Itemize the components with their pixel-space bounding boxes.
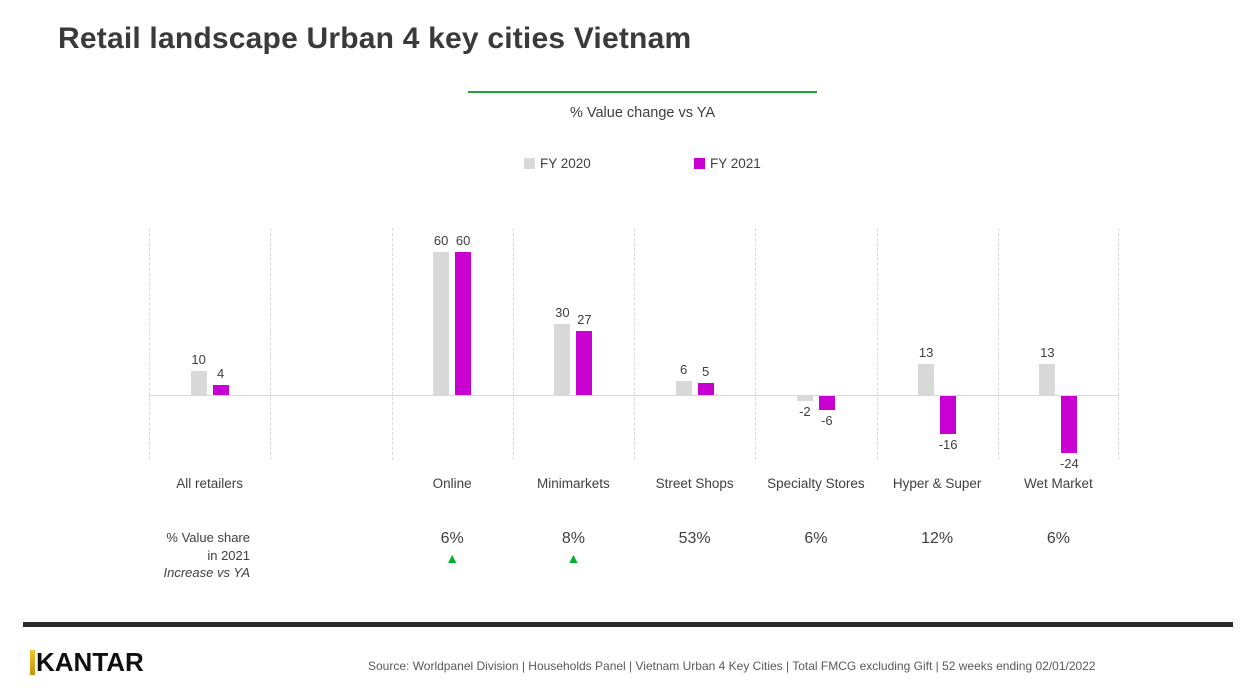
legend-label: FY 2021 bbox=[710, 156, 761, 171]
gridline-vertical bbox=[149, 228, 150, 460]
share-value-street-shops: 53% bbox=[678, 530, 711, 547]
gridline-vertical bbox=[270, 228, 272, 460]
gridline-vertical bbox=[755, 228, 757, 460]
legend-swatch bbox=[694, 158, 705, 169]
bar-fy-2021 bbox=[212, 385, 229, 395]
kantar-logo-gold-bar bbox=[30, 649, 35, 675]
bar-value-label: 60 bbox=[455, 233, 471, 248]
kantar-logo: KANTAR bbox=[30, 646, 144, 677]
share-value-hyper-super: 12% bbox=[921, 530, 954, 547]
bar-fy-2021 bbox=[455, 252, 472, 395]
bar-fy-2020 bbox=[918, 364, 935, 395]
category-label-all-retailers: All retailers bbox=[176, 476, 244, 491]
bar-fy-2020 bbox=[675, 380, 692, 395]
legend-label: FY 2020 bbox=[540, 156, 591, 171]
page-title: Retail landscape Urban 4 key cities Viet… bbox=[58, 22, 692, 55]
category-label-street-shops: Street Shops bbox=[655, 476, 734, 491]
legend-item-fy-2020: FY 2020 bbox=[524, 156, 591, 171]
share-value-online: 6% bbox=[440, 530, 464, 547]
bar-value-label: 27 bbox=[577, 311, 592, 327]
zero-axis-line bbox=[149, 395, 1119, 396]
share-value-wet-market: 6% bbox=[1046, 530, 1070, 547]
bar-fy-2020 bbox=[433, 252, 450, 395]
gridline-vertical bbox=[634, 228, 635, 460]
bar-fy-2021 bbox=[940, 396, 957, 435]
share-value-minimarkets: 8% bbox=[561, 530, 585, 547]
gridline-vertical bbox=[997, 228, 999, 460]
bar-fy-2020 bbox=[796, 396, 813, 401]
bar-fy-2021 bbox=[818, 396, 835, 411]
bar-value-label: -6 bbox=[821, 413, 833, 429]
source-text: Source: Worldpanel Division | Households… bbox=[368, 659, 1096, 673]
bar-value-label: 5 bbox=[702, 364, 710, 380]
bar-value-label: -2 bbox=[799, 403, 811, 419]
legend-item-fy-2021: FY 2021 bbox=[694, 156, 761, 171]
category-label-specialty-stores: Specialty Stores bbox=[767, 476, 865, 491]
legend-swatch bbox=[524, 158, 535, 169]
gridline-vertical bbox=[512, 228, 514, 460]
bar-value-label: 10 bbox=[191, 352, 206, 368]
bar-fy-2021 bbox=[576, 330, 593, 395]
bar-fy-2020 bbox=[554, 323, 571, 395]
gridline-vertical bbox=[876, 228, 878, 460]
gridline-vertical bbox=[391, 228, 393, 460]
gridline-vertical bbox=[1118, 228, 1119, 460]
bar-value-label: 4 bbox=[217, 366, 225, 382]
chart-title-divider bbox=[468, 91, 817, 93]
footer-divider bbox=[23, 622, 1233, 627]
bar-fy-2020 bbox=[1039, 364, 1056, 395]
bar-value-label: 30 bbox=[555, 304, 570, 320]
category-label-wet-market: Wet Market bbox=[1023, 476, 1093, 491]
trend-up-icon: ▲ bbox=[445, 550, 460, 566]
share-label-line3: Increase vs YA bbox=[163, 565, 250, 580]
bar-value-label: 13 bbox=[918, 345, 934, 361]
bar-value-label: -16 bbox=[938, 437, 958, 453]
share-row-label: % Value share in 2021 Increase vs YA bbox=[100, 529, 250, 582]
share-label-line2: in 2021 bbox=[207, 547, 250, 563]
kantar-logo-text: KANTAR bbox=[36, 646, 144, 677]
bar-value-label: 13 bbox=[1040, 345, 1055, 361]
bar-chart: 10 4 60 60 30 27 6 5 -2 -6 13 -16 13 -24 bbox=[149, 228, 1119, 471]
bar-fy-2021 bbox=[1061, 396, 1078, 454]
bar-value-label: 6 bbox=[680, 361, 688, 377]
bar-fy-2020 bbox=[190, 371, 207, 395]
bar-fy-2021 bbox=[697, 383, 714, 395]
category-label-hyper-super: Hyper & Super bbox=[892, 476, 982, 491]
chart-subtitle: % Value change vs YA bbox=[569, 105, 716, 121]
share-value-specialty-stores: 6% bbox=[804, 530, 828, 547]
bar-value-label: -24 bbox=[1059, 456, 1079, 472]
category-label-online: Online bbox=[432, 476, 472, 491]
bar-value-label: 60 bbox=[433, 233, 449, 248]
trend-up-icon: ▲ bbox=[566, 550, 581, 566]
category-label-minimarkets: Minimarkets bbox=[536, 476, 610, 491]
share-label-line1: % Value share bbox=[166, 530, 250, 545]
